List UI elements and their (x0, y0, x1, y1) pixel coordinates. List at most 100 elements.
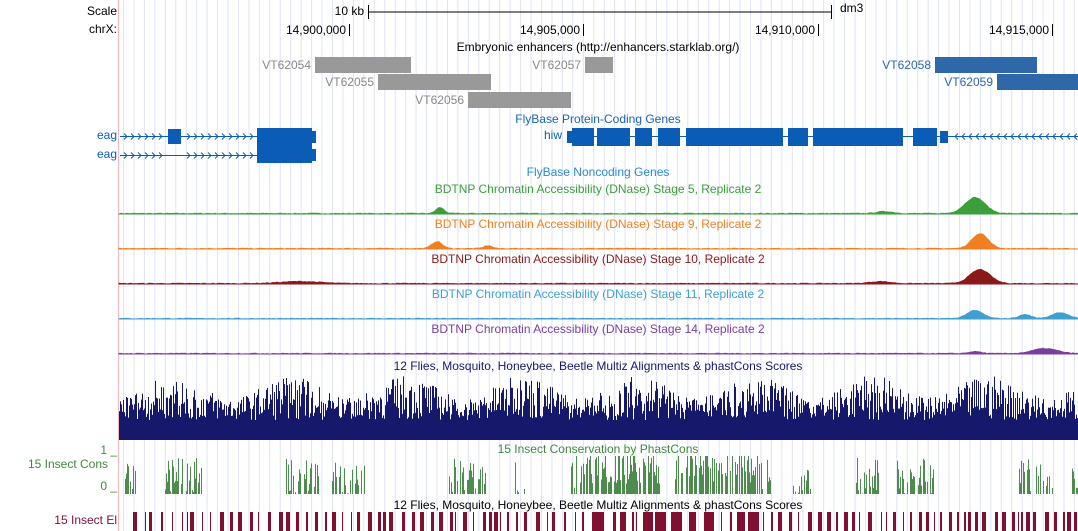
signal-bar (1043, 399, 1044, 440)
signal-bar (358, 398, 359, 440)
signal-bar (327, 407, 328, 440)
element (516, 512, 518, 531)
strand-arrow (130, 152, 135, 159)
signal-bar (457, 408, 458, 440)
signal-bar (624, 474, 625, 494)
signal-bar (782, 388, 783, 440)
signal-bar (202, 415, 203, 440)
element (238, 512, 242, 531)
signal-bar (490, 402, 491, 440)
signal-bar (839, 413, 840, 440)
signal-bar (667, 396, 668, 440)
signal-bar (702, 405, 703, 440)
signal-bar (820, 402, 821, 440)
signal-bar (309, 484, 310, 494)
signal-bar (723, 392, 724, 440)
signal-bar (480, 469, 481, 494)
signal-bar (939, 398, 940, 440)
signal-bar (428, 388, 429, 440)
signal-bar (1034, 411, 1035, 440)
signal-bar (317, 407, 318, 440)
signal-bar (176, 381, 177, 440)
signal-bar (905, 412, 906, 440)
signal-bar (788, 400, 789, 440)
signal-bar (344, 413, 345, 440)
conserved-elements (133, 512, 1077, 531)
signal-bar (877, 385, 878, 440)
element (1002, 512, 1006, 531)
signal-bar (426, 387, 427, 440)
signal-bar (834, 392, 835, 440)
signal-bar (287, 385, 288, 440)
signal-bar (274, 391, 275, 440)
signal-bar (752, 396, 753, 440)
signal-bar (1005, 397, 1006, 440)
signal-bar (816, 405, 817, 440)
signal-bar (681, 404, 682, 440)
signal-bar (627, 417, 628, 440)
signal-bar (356, 402, 357, 440)
signal-bar (606, 477, 607, 494)
signal-bar (364, 409, 365, 440)
signal-bar (898, 408, 899, 440)
signal-bar (194, 462, 195, 494)
signal-bar (449, 406, 450, 440)
signal-bar (1038, 475, 1039, 494)
signal-bar (710, 468, 711, 494)
signal-bar (469, 470, 470, 494)
signal-bar (873, 419, 874, 440)
signal-bar (462, 415, 463, 440)
signal-bar (736, 417, 737, 440)
signal-bar (1035, 395, 1036, 440)
signal-bar (251, 419, 252, 440)
dnase-signal (118, 310, 1078, 320)
signal-bar (352, 413, 353, 440)
signal-bar (726, 475, 727, 494)
signal-bar (335, 462, 336, 494)
signal-bar (677, 409, 678, 440)
signal-bar (862, 409, 863, 440)
dnase-signal (118, 268, 1078, 285)
signal-bar (868, 393, 869, 440)
signal-bar (384, 418, 385, 440)
signal-bar (727, 396, 728, 440)
signal-bar (400, 384, 401, 440)
signal-bar (732, 456, 733, 494)
signal-bar (904, 419, 905, 440)
signal-bar (864, 472, 865, 494)
element (852, 512, 855, 531)
signal-bar (127, 397, 128, 440)
signal-bar (676, 460, 677, 494)
signal-bar (132, 404, 133, 440)
signal-bar (753, 393, 754, 440)
element (613, 512, 616, 531)
signal-bar (177, 481, 178, 494)
signal-bar (288, 418, 289, 440)
signal-bar (872, 392, 873, 440)
signal-bar (567, 402, 568, 440)
signal-bar (293, 399, 294, 440)
signal-bar (645, 419, 646, 440)
signal-bar (472, 414, 473, 440)
signal-bar (569, 419, 570, 440)
signal-bar (347, 399, 348, 440)
signal-bar (938, 402, 939, 440)
signal-bar (966, 382, 967, 440)
assembly: dm3 (840, 1, 864, 15)
signal-bar (510, 377, 511, 440)
signal-bar (575, 408, 576, 440)
signal-bar (553, 398, 554, 440)
signal-bar (657, 388, 658, 440)
signal-bar (623, 456, 624, 494)
signal-bar (896, 399, 897, 440)
signal-bar (697, 409, 698, 440)
signal-bar (744, 456, 745, 494)
signal-bar (893, 408, 894, 440)
signal-bar (749, 472, 750, 494)
strand-arrow (1024, 133, 1029, 140)
signal-bar (291, 382, 292, 440)
signal-bar (133, 466, 134, 494)
signal-bar (1010, 386, 1011, 440)
signal-bar (675, 414, 676, 440)
signal-bar (662, 386, 663, 440)
